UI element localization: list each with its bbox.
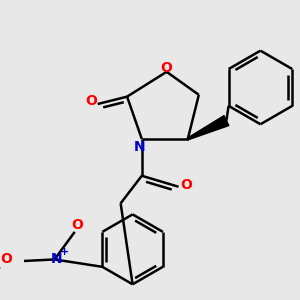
Text: O: O bbox=[1, 253, 13, 266]
Text: N: N bbox=[50, 253, 62, 266]
Text: +: + bbox=[60, 247, 69, 257]
Text: O: O bbox=[161, 61, 172, 75]
Text: O: O bbox=[85, 94, 97, 108]
Text: N: N bbox=[134, 140, 146, 154]
Text: O: O bbox=[180, 178, 192, 192]
Polygon shape bbox=[188, 116, 229, 140]
Text: O: O bbox=[72, 218, 83, 233]
